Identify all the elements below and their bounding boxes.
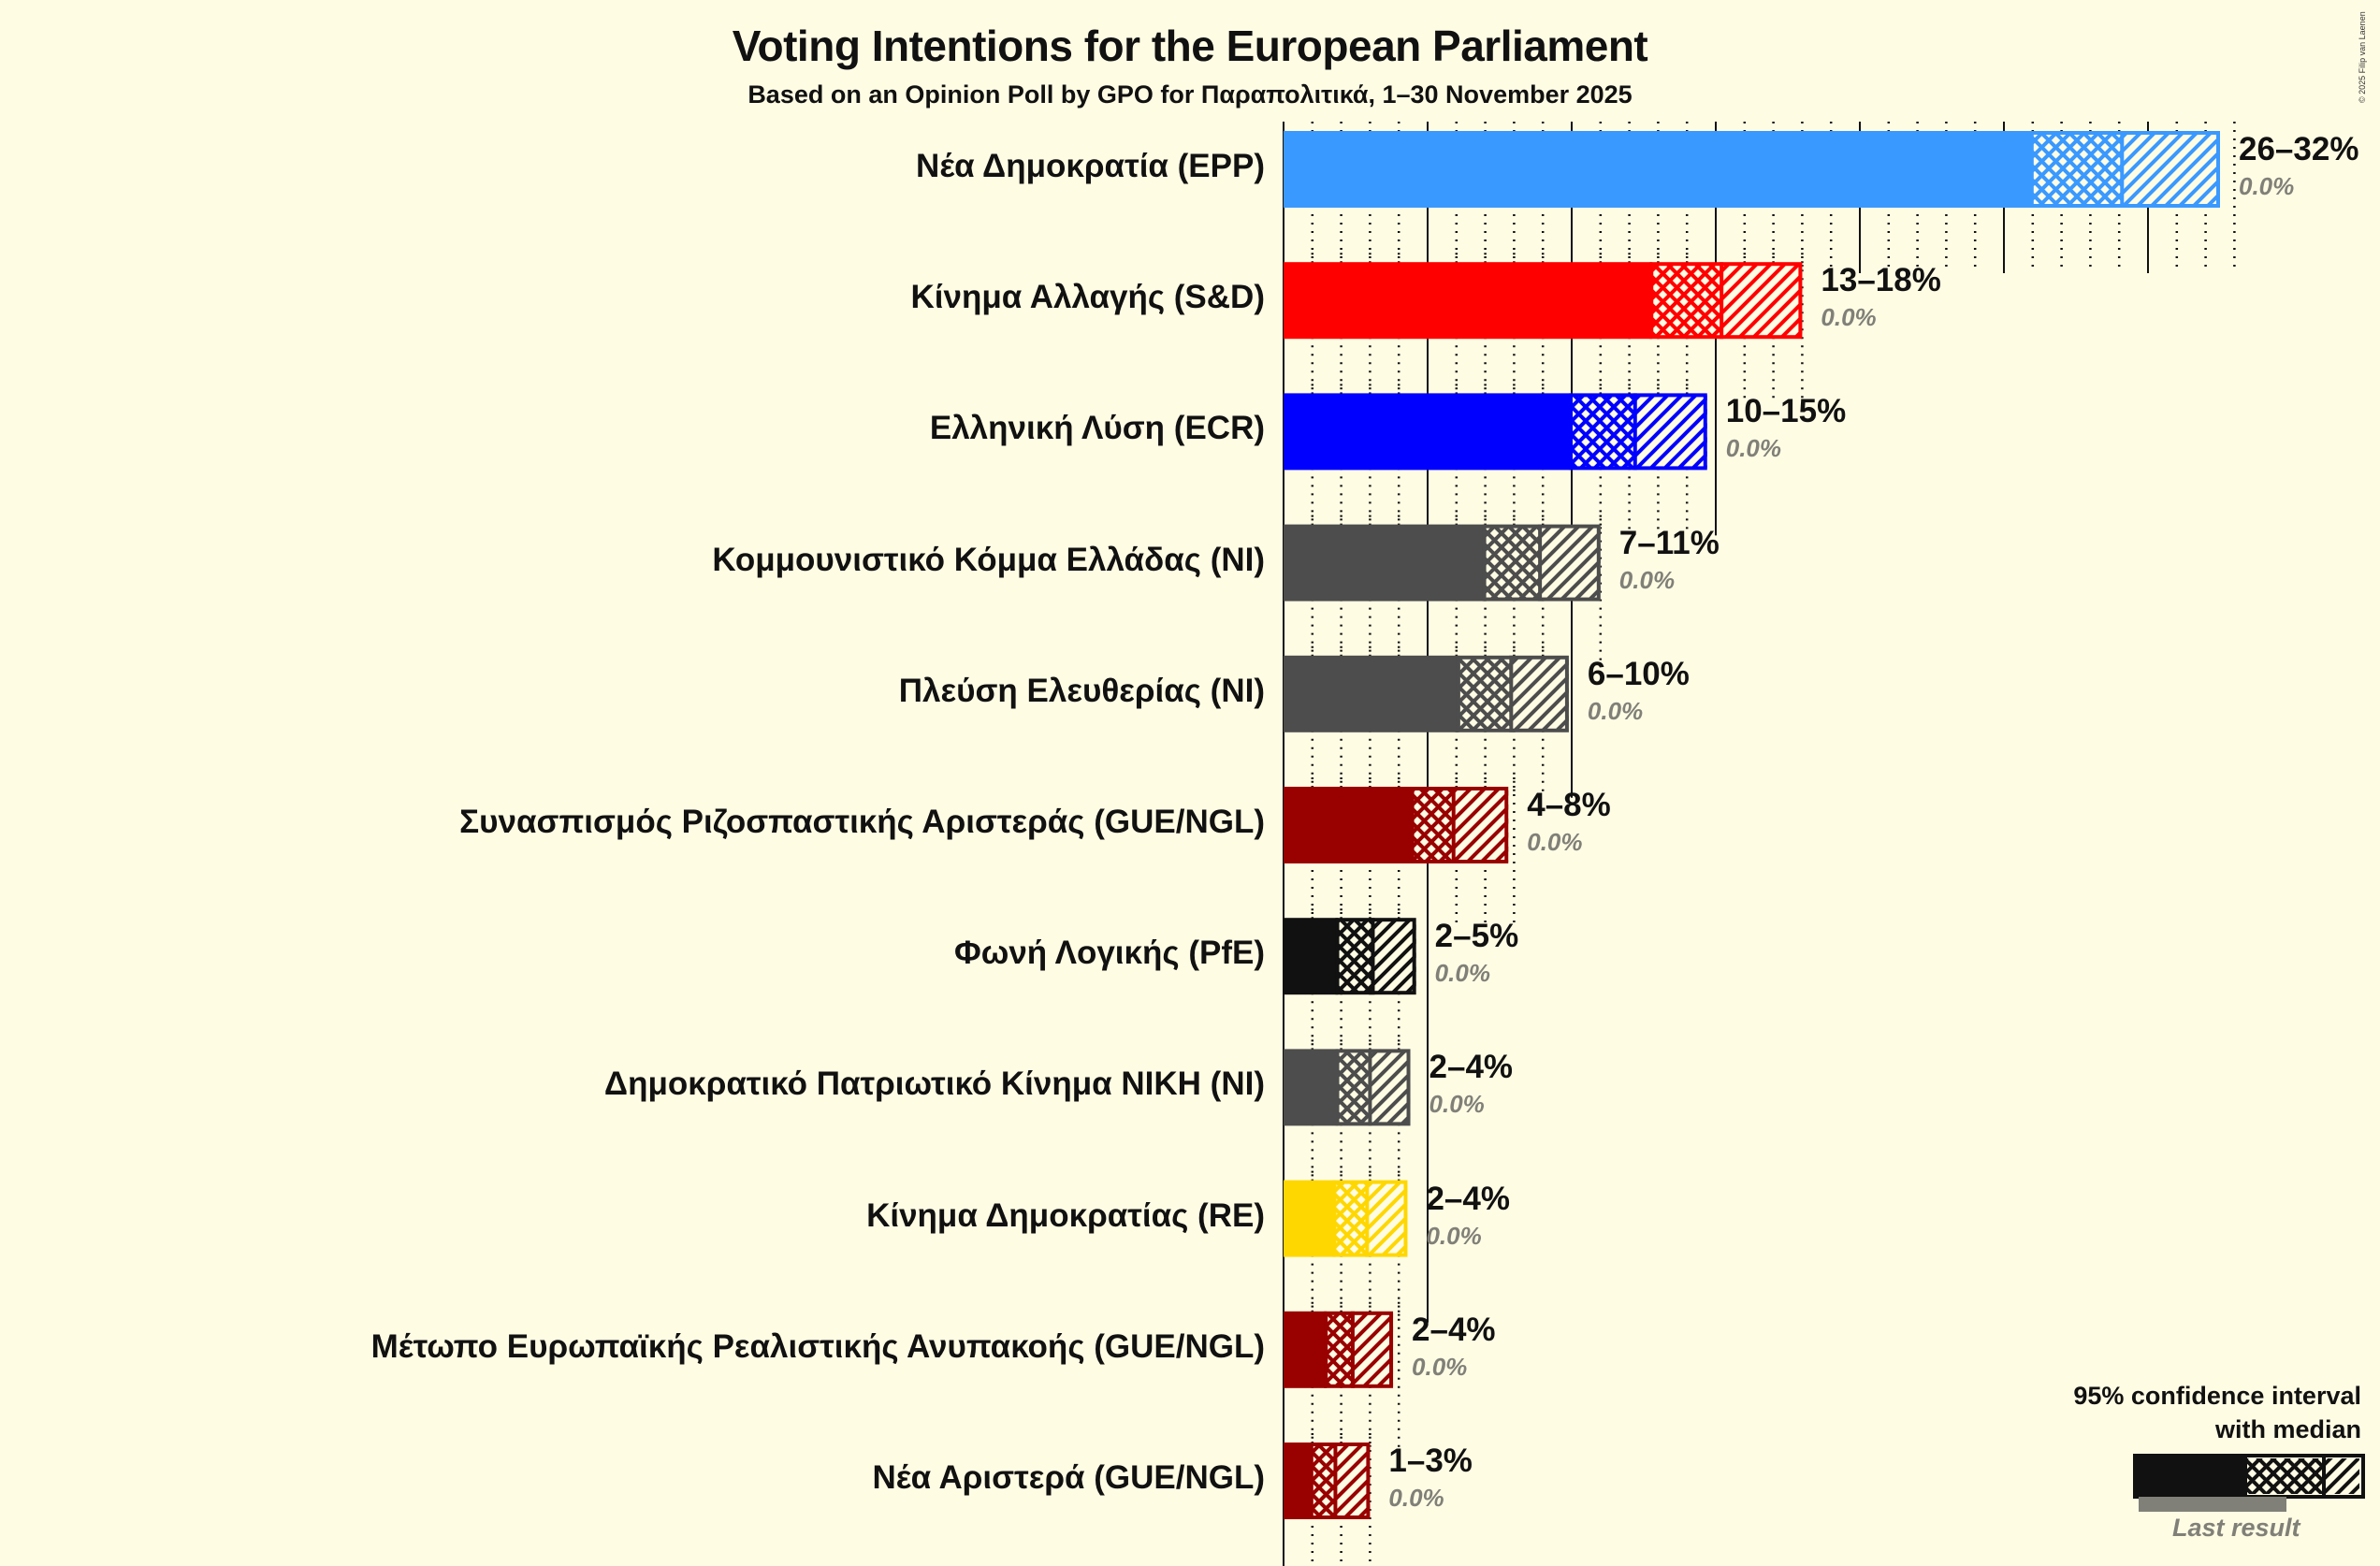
range-label: 2–4% — [1426, 1180, 1510, 1217]
range-label: 10–15% — [1725, 393, 1847, 430]
range-label: 4–8% — [1527, 787, 1611, 823]
party-label: Κίνημα Δημοκρατίας (RE) — [866, 1196, 1265, 1234]
bar-row — [1284, 262, 1803, 340]
range-label: 2–4% — [1429, 1049, 1514, 1086]
bar-ci-lower-half — [1485, 526, 1541, 600]
last-result-label: 0.0% — [1426, 1221, 1482, 1250]
bar-ci-lower-half — [1312, 1444, 1336, 1517]
bar-row — [1284, 787, 1509, 863]
bar-ci-lower-half — [1572, 395, 1635, 469]
bar-row — [1284, 1311, 1394, 1388]
bar-row — [1284, 655, 1569, 732]
last-result-label: 0.0% — [1618, 565, 1676, 594]
bar-row — [1284, 1049, 1411, 1126]
range-label: 13–18% — [1821, 262, 1941, 299]
legend-last-result-label: Last result — [2172, 1514, 2300, 1542]
legend-crosshatch-swatch — [2247, 1458, 2324, 1494]
bar-ci-outline — [1569, 393, 1707, 471]
last-result-label: 0.0% — [2239, 172, 2295, 200]
range-label: 1–3% — [1388, 1443, 1473, 1479]
legend-solid-swatch — [2135, 1456, 2247, 1497]
bar-row — [1284, 393, 1707, 471]
bar-solid — [1284, 918, 1339, 995]
bar-row — [1284, 131, 2221, 208]
bar-row — [1284, 524, 1601, 602]
bar-solid — [1284, 1049, 1339, 1126]
bar-ci-outline — [1332, 1180, 1408, 1257]
bar-ci-lower-half — [1327, 1312, 1353, 1386]
party-label: Φωνή Λογικής (PfE) — [954, 935, 1265, 972]
bar-ci-lower-half — [1338, 1051, 1371, 1124]
bar-solid — [1284, 787, 1414, 863]
bar-ci-outline — [1410, 787, 1509, 863]
legend-diagonal-swatch — [2324, 1458, 2359, 1494]
bar-ci-upper-half — [1367, 1182, 1408, 1255]
bar-solid — [1284, 393, 1572, 471]
bar-ci-outline — [1335, 1049, 1411, 1126]
bar-ci-upper-half — [1721, 264, 1803, 338]
range-label: 7–11% — [1618, 524, 1720, 561]
bar-ci-upper-half — [1511, 657, 1569, 731]
bar-ci-upper-half — [2122, 133, 2220, 206]
bar-solid — [1284, 655, 1459, 732]
legend-graphic — [2133, 1454, 2365, 1512]
bar-solid — [1284, 524, 1486, 602]
bar-ci-lower-half — [1413, 789, 1454, 862]
bar-ci-outline — [1335, 918, 1416, 995]
legend-title-line1: 95% confidence interval — [2073, 1382, 2361, 1410]
last-result-label: 0.0% — [1587, 696, 1644, 725]
bar-ci-outline — [1324, 1311, 1394, 1388]
bar-ci-upper-half — [1453, 789, 1509, 862]
bar-ci-outline — [2029, 131, 2221, 208]
bar-ci-upper-half — [1335, 1444, 1371, 1517]
range-label: 2–4% — [1412, 1311, 1496, 1348]
party-label: Νέα Αριστερά (GUE/NGL) — [872, 1459, 1266, 1496]
legend-title-line2: with median — [2214, 1415, 2361, 1443]
party-label: Νέα Δημοκρατία (EPP) — [916, 148, 1265, 184]
legend-last-result-swatch — [2139, 1497, 2286, 1512]
bar-ci-lower-half — [1338, 920, 1373, 993]
bar-row — [1284, 918, 1416, 995]
bar-row — [1284, 1443, 1371, 1519]
last-result-label: 0.0% — [1429, 1090, 1485, 1119]
bar-ci-upper-half — [1540, 526, 1601, 600]
party-label: Δημοκρατικό Πατριωτικό Κίνημα ΝΙΚΗ (NI) — [603, 1066, 1265, 1103]
bar-ci-lower-half — [2032, 133, 2123, 206]
last-result-label: 0.0% — [1821, 303, 1877, 332]
last-result-label: 0.0% — [1388, 1484, 1444, 1512]
last-result-label: 0.0% — [1412, 1352, 1468, 1381]
bar-ci-upper-half — [1370, 1051, 1411, 1124]
bar-ci-lower-half — [1652, 264, 1722, 338]
party-label: Κομμουνιστικό Κόμμα Ελλάδας (NI) — [712, 541, 1265, 578]
bar-row — [1284, 1180, 1408, 1257]
bar-solid — [1284, 262, 1653, 340]
party-label: Μέτωπο Ευρωπαϊκής Ρεαλιστικής Ανυπακοής … — [370, 1327, 1265, 1365]
bar-ci-outline — [1309, 1443, 1371, 1519]
party-label: Κίνημα Αλλαγής (S&D) — [910, 279, 1265, 316]
range-label: 6–10% — [1587, 655, 1690, 692]
bars — [1284, 131, 2221, 1519]
bar-solid — [1284, 1180, 1336, 1257]
bar-solid — [1284, 1311, 1328, 1388]
bar-ci-lower-half — [1335, 1182, 1368, 1255]
chart-title: Voting Intentions for the European Parli… — [732, 22, 1648, 70]
last-result-label: 0.0% — [1725, 434, 1782, 463]
range-label: 26–32% — [2239, 131, 2359, 167]
party-label: Πλεύση Ελευθερίας (NI) — [898, 672, 1265, 709]
bar-solid — [1284, 131, 2033, 208]
legend-title: 95% confidence interval with median — [2073, 1379, 2361, 1446]
bar-ci-outline — [1649, 262, 1803, 340]
last-result-label: 0.0% — [1527, 828, 1583, 856]
bar-solid — [1284, 1443, 1313, 1519]
chart-subtitle: Based on an Opinion Poll by GPO for Παρα… — [747, 80, 1633, 109]
bar-ci-lower-half — [1458, 657, 1512, 731]
party-label: Ελληνική Λύση (ECR) — [929, 410, 1265, 447]
bar-ci-upper-half — [1352, 1312, 1394, 1386]
range-label: 2–5% — [1434, 918, 1519, 955]
last-result-label: 0.0% — [1434, 959, 1490, 988]
party-label: Συνασπισμός Ριζοσπαστικής Αριστεράς (GUE… — [459, 804, 1265, 840]
bar-ci-upper-half — [1372, 920, 1416, 993]
bar-ci-upper-half — [1634, 395, 1707, 469]
